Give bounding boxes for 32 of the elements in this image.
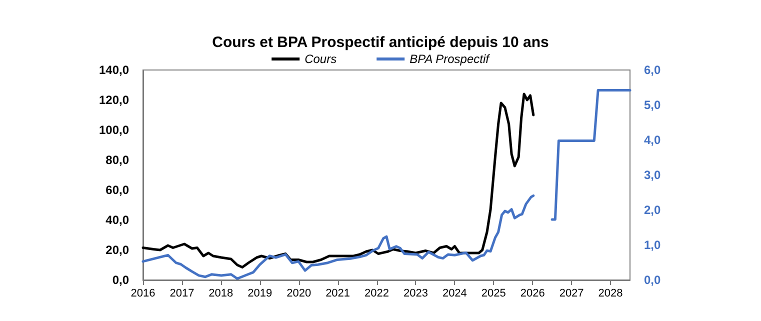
y2-tick-label: 1,0 (644, 238, 662, 252)
y2-tick-label: 4,0 (644, 133, 662, 147)
y2-tick-label: 6,0 (644, 63, 662, 77)
x-tick-label: 2020 (286, 288, 312, 300)
line-series (142, 92, 535, 268)
y2-tick-label: 3,0 (644, 168, 662, 182)
x-tick-label: 2019 (248, 288, 272, 300)
x-tick-label: 2021 (326, 288, 350, 300)
x-tick-label: 2024 (442, 288, 467, 300)
y-tick-label: 20,0 (106, 243, 130, 257)
y2-tick-label: 2,0 (644, 203, 662, 217)
x-tick-label: 2022 (364, 288, 389, 300)
chart-title: Cours et BPA Prospectif anticipé depuis 10 ans (212, 34, 549, 51)
x-tick-label: 2028 (598, 288, 623, 300)
y-tick-label: 120,0 (98, 93, 130, 107)
y-tick-label: 40,0 (106, 213, 130, 227)
y-tick-label: 60,0 (106, 183, 130, 197)
y-tick-label: 80,0 (106, 153, 130, 167)
y-tick-label: 0,0 (112, 273, 130, 287)
y2-tick-label: 0,0 (644, 273, 662, 287)
legend-label: BPA Prospectif (410, 52, 491, 66)
x-tick-label: 2027 (559, 288, 584, 300)
x-tick-label: 2017 (170, 288, 194, 300)
x-tick-label: 2016 (130, 288, 156, 300)
y-tick-label: 140,0 (98, 63, 130, 77)
x-tick-label: 2026 (520, 288, 545, 300)
legend-label: Cours (304, 52, 337, 66)
y2-tick-label: 5,0 (644, 98, 662, 112)
y-tick-label: 100,0 (98, 123, 130, 137)
x-tick-label: 2025 (481, 288, 506, 300)
x-tick-label: 2023 (403, 288, 428, 300)
x-tick-label: 2018 (208, 288, 234, 300)
